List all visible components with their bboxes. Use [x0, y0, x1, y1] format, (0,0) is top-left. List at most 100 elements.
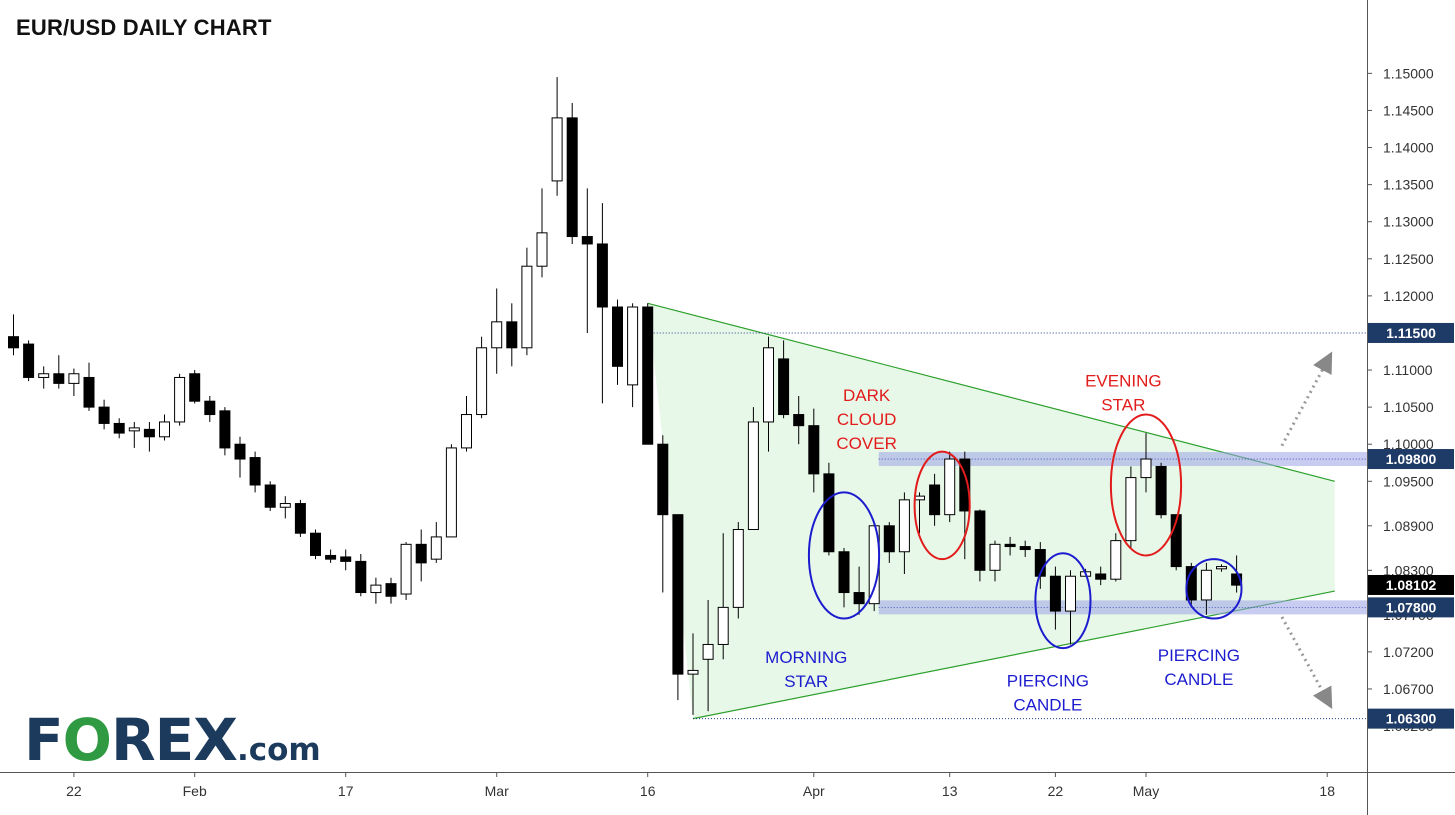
level-price-tag-label: 1.09800: [1386, 451, 1437, 467]
candle-bullish: [1200, 569, 1212, 601]
candle-bullish: [400, 543, 412, 595]
candle-bearish: [1004, 543, 1016, 548]
candle-bearish: [1231, 573, 1243, 586]
y-tick-label: 1.12000: [1383, 288, 1434, 304]
candle-bearish: [355, 560, 367, 594]
pattern-annotations: DARK CLOUD COVER EVENING STAR MORNING STAR PIER…: [765, 371, 1243, 715]
candle-bullish: [1140, 458, 1152, 479]
candle-bearish: [98, 406, 110, 424]
y-tick-label: 1.13000: [1383, 214, 1434, 230]
logo-text-f: F: [24, 706, 64, 774]
pattern-label: DARK: [843, 386, 891, 405]
candle-bearish: [23, 343, 35, 378]
candle-bullish: [38, 373, 50, 378]
candle-bearish: [929, 484, 941, 516]
level-zone: [878, 600, 1367, 615]
candle-bullish: [68, 373, 80, 384]
candle-bullish: [445, 447, 457, 538]
x-tick-label: 16: [640, 783, 656, 799]
x-tick-label: May: [1133, 783, 1159, 799]
breakout-arrow-down: [1280, 616, 1333, 709]
y-tick-label: 1.14000: [1383, 140, 1434, 156]
y-tick-label: 1.06700: [1383, 681, 1434, 697]
candle-bullish: [128, 427, 140, 432]
candle-bearish: [340, 556, 352, 562]
candle-bearish: [883, 525, 895, 553]
candle-bullish: [732, 529, 744, 608]
level-price-tag: [1368, 597, 1454, 618]
pattern-label: PIERCING: [1158, 646, 1240, 665]
y-tick-label: 1.08300: [1383, 562, 1434, 578]
y-tick-label: 1.10500: [1383, 399, 1434, 415]
candle-bullish: [174, 376, 186, 423]
candle-bearish: [1019, 546, 1031, 551]
candle-bearish: [793, 414, 805, 427]
y-tick-label: 1.15000: [1383, 65, 1434, 81]
pattern-label: COVER: [836, 434, 896, 453]
x-tick-label: 22: [1048, 783, 1064, 799]
level-zone: [878, 452, 1367, 467]
pattern-label: CANDLE: [1164, 670, 1233, 689]
candle-bullish: [717, 606, 729, 645]
pattern-ellipse: [1034, 552, 1092, 650]
candle-bullish: [430, 536, 442, 560]
candle-bearish: [657, 443, 669, 516]
pattern-ellipse: [913, 450, 971, 561]
pattern-label: EVENING: [1085, 371, 1162, 390]
candle-bullish: [944, 458, 956, 516]
last-price-tag: [1368, 574, 1454, 595]
candle-bullish: [476, 347, 488, 416]
level-price-tag-label: 1.07800: [1386, 599, 1437, 615]
candle-bullish: [370, 584, 382, 594]
candle-bearish: [325, 554, 337, 560]
candle-bullish: [763, 347, 774, 423]
y-tick-label: 1.08900: [1383, 518, 1434, 534]
candle-bullish: [914, 495, 925, 501]
level-price-tag: [1368, 449, 1454, 470]
candle-bearish: [234, 443, 246, 460]
pattern-label: STAR: [784, 672, 828, 691]
candle-bearish: [581, 236, 593, 245]
x-tick-label: 22: [66, 783, 82, 799]
candle-bearish: [415, 543, 427, 564]
candle-bullish: [1065, 575, 1076, 612]
candle-bullish: [279, 503, 291, 508]
candle-bullish: [461, 414, 472, 449]
breakout-arrows: [1280, 351, 1333, 709]
candle-bearish: [83, 376, 95, 408]
candle-bullish: [1216, 566, 1227, 570]
candle-bearish: [808, 425, 820, 475]
logo-text-com: .com: [236, 732, 321, 768]
candle-bearish: [204, 400, 216, 416]
candle-bearish: [143, 428, 155, 438]
y-tick-label: 1.14500: [1383, 102, 1434, 118]
candle-bearish: [838, 551, 850, 594]
candle-bullish: [491, 321, 503, 349]
candle-bearish: [1049, 575, 1061, 612]
y-tick-label: 1.13500: [1383, 177, 1434, 193]
candle-bullish: [702, 643, 714, 660]
candle-bearish: [506, 321, 518, 349]
y-tick-label: 1.11000: [1383, 362, 1433, 378]
x-tick-label: 18: [1319, 783, 1335, 799]
x-tick-label: 17: [338, 783, 354, 799]
candle-bearish: [612, 306, 623, 367]
x-tick-label: 13: [942, 783, 958, 799]
pattern-label: MORNING: [765, 648, 847, 667]
candle-bearish: [294, 503, 306, 534]
y-tick-label: 1.10000: [1383, 436, 1434, 452]
pattern-label: PIERCING: [1007, 672, 1089, 691]
x-tick-label: Apr: [803, 783, 825, 799]
candle-bullish: [536, 232, 548, 267]
chart-title: EUR/USD DAILY CHART: [16, 15, 272, 40]
candle-bullish: [747, 421, 759, 531]
candle-bearish: [1155, 465, 1167, 516]
candle-bearish: [53, 373, 65, 384]
candle-bearish: [672, 514, 684, 675]
candle-bearish: [566, 117, 578, 238]
level-price-tag-label: 1.11500: [1386, 325, 1436, 341]
candle-bullish: [1110, 540, 1122, 580]
y-tick-label: 1.12500: [1383, 251, 1434, 267]
